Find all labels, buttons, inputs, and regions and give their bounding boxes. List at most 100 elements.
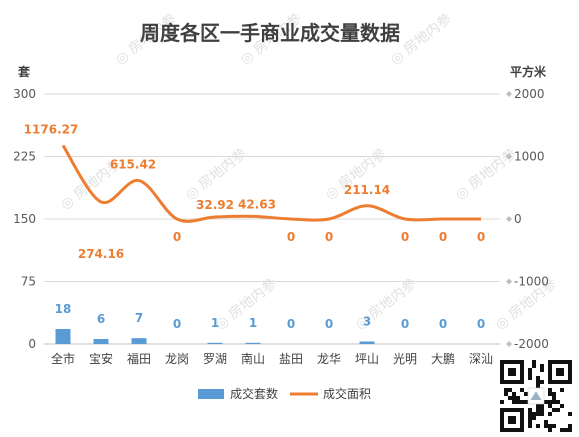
category-label: 全市	[51, 351, 75, 366]
qr-module	[560, 388, 564, 392]
line-data-label: 274.16	[78, 247, 124, 261]
bar	[359, 341, 375, 344]
right-tick-label: 1000	[514, 150, 545, 164]
right-tick-marker	[506, 341, 512, 347]
bar	[131, 338, 147, 344]
line-series	[61, 144, 481, 223]
qr-module	[524, 392, 528, 396]
qr-module	[552, 424, 556, 428]
right-tick-label: -1000	[514, 275, 549, 289]
qr-module	[500, 400, 504, 404]
bar-data-label: 1	[211, 316, 219, 330]
watermark-text: ◎ 房地内参	[212, 275, 280, 333]
qr-module	[516, 400, 520, 404]
qr-module	[528, 424, 532, 428]
qr-module	[540, 408, 544, 412]
left-tick-label: 150	[13, 212, 36, 226]
area-line	[61, 144, 481, 223]
qr-module	[528, 420, 532, 424]
legend-swatch-bars	[198, 389, 224, 399]
qr-module	[568, 428, 572, 432]
bar	[55, 329, 71, 344]
qr-module	[512, 392, 516, 396]
qr-module	[548, 400, 552, 404]
qr-module	[532, 412, 536, 416]
line-data-label: 0	[287, 230, 295, 244]
qr-module	[536, 404, 540, 408]
line-data-label: 32.92	[196, 198, 234, 212]
bar-data-label: 0	[439, 317, 447, 331]
chart-title: 周度各区一手商业成交量数据	[140, 21, 400, 45]
category-label: 光明	[393, 352, 417, 366]
right-tick-label: -2000	[514, 337, 549, 351]
qr-module	[540, 368, 544, 372]
qr-module	[512, 396, 516, 400]
bar-data-label: 0	[287, 317, 295, 331]
bar-data-label: 0	[325, 317, 333, 331]
left-tick-label: 0	[28, 337, 36, 351]
axes: 075150225300-2000-1000010002000全市 宝安 福田 龙岗罗…	[13, 87, 549, 366]
qr-module	[536, 424, 540, 428]
grid-lines	[44, 93, 500, 345]
bar-data-label: 0	[401, 317, 409, 331]
qr-module	[548, 428, 552, 432]
right-tick-label: 2000	[514, 87, 545, 101]
right-tick-marker	[506, 278, 512, 285]
qr-module	[568, 424, 572, 428]
qr-module	[552, 392, 556, 396]
qr-module	[548, 424, 552, 428]
qr-module	[508, 396, 512, 400]
data-labels: 18 6 7 0 1 1 0 0 3 0 0 0 1176.27 274.16 615.42 0 32.92 42…	[24, 122, 486, 331]
qr-module	[536, 384, 540, 388]
qr-module	[536, 380, 540, 384]
qr-module	[548, 392, 552, 396]
category-label: 罗湖	[203, 351, 227, 366]
qr-module	[540, 364, 544, 368]
left-tick-label: 225	[13, 150, 36, 164]
category-label: 宝安	[89, 351, 113, 366]
qr-module	[560, 428, 564, 432]
qr-module	[520, 400, 524, 404]
qr-module	[564, 428, 568, 432]
category-label: 坪山	[355, 352, 379, 366]
line-data-label: 1176.27	[24, 122, 79, 136]
legend-label-bars: 成交套数	[230, 386, 278, 401]
bar-data-label: 1	[249, 316, 257, 330]
qr-module	[540, 404, 544, 408]
qr-module	[548, 412, 552, 416]
qr-module	[540, 412, 544, 416]
qr-module	[528, 408, 532, 412]
qr-module	[560, 404, 564, 408]
watermark-text: ◎ 房地内参	[182, 145, 250, 203]
category-label: 大鹏	[431, 352, 455, 366]
qr-module	[556, 408, 560, 412]
category-label: 福田	[127, 351, 151, 366]
line-data-label: 0	[439, 230, 447, 244]
right-axis-unit: 平方米	[510, 64, 547, 79]
qr-module	[528, 372, 532, 376]
qr-module	[544, 400, 548, 404]
bar	[245, 342, 261, 344]
right-tick-label: 0	[514, 212, 522, 226]
qr-module	[516, 396, 520, 400]
line-data-label: 0	[477, 230, 485, 244]
qr-module	[528, 416, 532, 420]
right-tick-marker	[506, 153, 512, 160]
qr-module	[552, 400, 556, 404]
qr-module	[532, 360, 536, 364]
line-data-label: 0	[401, 230, 409, 244]
qr-module	[552, 408, 556, 412]
qr-module	[528, 412, 532, 416]
legend-label-line: 成交面积	[323, 386, 371, 401]
bar-data-label: 0	[477, 317, 485, 331]
line-data-label: 0	[173, 230, 181, 244]
qr-finder-core	[508, 416, 516, 424]
qr-module	[520, 388, 524, 392]
qr-finder-core	[508, 368, 516, 376]
left-tick-label: 75	[21, 275, 36, 289]
qr-module	[536, 412, 540, 416]
qr-module	[524, 400, 528, 404]
qr-module	[528, 368, 532, 372]
qr-module	[568, 412, 572, 416]
